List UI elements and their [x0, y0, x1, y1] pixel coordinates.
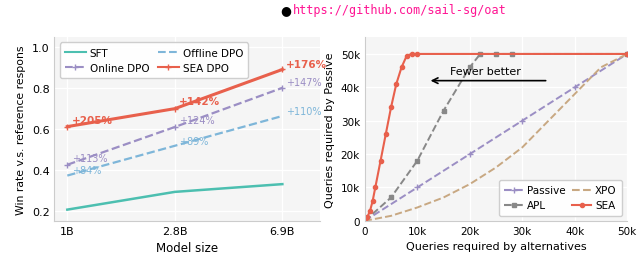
APL — [413, 160, 421, 163]
XPO — [440, 196, 447, 199]
Passive — [597, 70, 605, 73]
XPO — [623, 53, 631, 56]
Offline DPO — [278, 115, 286, 118]
XPO — [597, 67, 605, 70]
Offline DPO — [171, 145, 179, 148]
Passive — [492, 136, 500, 139]
Y-axis label: Win rate v.s. reference respons: Win rate v.s. reference respons — [16, 45, 26, 214]
XPO — [571, 93, 579, 96]
SEA — [623, 53, 631, 56]
SEA — [382, 133, 390, 136]
SEA — [366, 210, 374, 213]
SEA — [392, 83, 400, 86]
APL — [440, 110, 447, 113]
Y-axis label: Queries required by Passive: Queries required by Passive — [325, 52, 335, 207]
Passive — [623, 53, 631, 56]
SFT — [278, 183, 286, 186]
SEA — [387, 106, 395, 109]
Text: +89%: +89% — [179, 137, 209, 147]
Passive — [571, 86, 579, 89]
APL — [476, 53, 484, 56]
Text: ●: ● — [280, 4, 291, 17]
X-axis label: Model size: Model size — [156, 241, 218, 254]
SEA DPO — [171, 108, 179, 111]
Online DPO — [171, 126, 179, 129]
Line: SFT: SFT — [67, 184, 282, 210]
Text: +176%: +176% — [285, 60, 326, 70]
APL — [466, 67, 474, 70]
Text: +124%: +124% — [179, 116, 215, 126]
Text: +142%: +142% — [179, 97, 220, 107]
Passive — [518, 120, 526, 123]
Passive — [387, 203, 395, 206]
Text: https://github.com/sail-sg/oat: https://github.com/sail-sg/oat — [293, 4, 507, 17]
SEA — [408, 53, 416, 56]
Online DPO — [278, 87, 286, 90]
APL — [361, 219, 369, 223]
Line: Passive: Passive — [362, 52, 630, 224]
Offline DPO — [63, 174, 71, 177]
XPO — [387, 214, 395, 217]
SEA — [377, 160, 385, 163]
XPO — [518, 146, 526, 149]
XPO — [545, 120, 552, 123]
Passive — [413, 186, 421, 189]
APL — [492, 53, 500, 56]
SEA — [397, 67, 405, 70]
SEA — [369, 199, 376, 202]
Passive — [361, 219, 369, 223]
XPO — [466, 183, 474, 186]
SEA — [361, 219, 369, 223]
SEA — [403, 55, 411, 58]
APL — [623, 53, 631, 56]
Text: +110%: +110% — [285, 106, 321, 116]
SEA — [364, 215, 371, 218]
SEA DPO — [63, 125, 71, 129]
Passive — [466, 153, 474, 156]
Line: XPO: XPO — [365, 55, 627, 221]
SEA — [413, 53, 421, 56]
SEA — [371, 186, 379, 189]
APL — [508, 53, 516, 56]
Line: SEA DPO: SEA DPO — [64, 67, 286, 131]
SFT — [171, 190, 179, 194]
XPO — [492, 166, 500, 169]
Text: +147%: +147% — [285, 77, 321, 87]
Line: SEA: SEA — [363, 53, 629, 223]
Passive — [545, 103, 552, 106]
Line: Offline DPO: Offline DPO — [67, 117, 282, 176]
Line: Online DPO: Online DPO — [64, 85, 286, 169]
APL — [387, 196, 395, 199]
Legend: SFT, Online DPO, Offline DPO, SEA DPO: SFT, Online DPO, Offline DPO, SEA DPO — [60, 43, 248, 79]
SFT — [63, 208, 71, 211]
Text: +205%: +205% — [72, 116, 113, 126]
Text: +84%: +84% — [72, 165, 101, 175]
XPO — [361, 219, 369, 223]
Legend: Passive, APL, XPO, SEA: Passive, APL, XPO, SEA — [499, 180, 622, 216]
Passive — [440, 170, 447, 173]
Online DPO — [63, 164, 71, 167]
Text: Fewer better: Fewer better — [450, 66, 521, 76]
SEA DPO — [278, 69, 286, 72]
XPO — [413, 206, 421, 209]
Line: APL: APL — [362, 52, 630, 224]
Text: +113%: +113% — [72, 153, 107, 163]
X-axis label: Queries required by alternatives: Queries required by alternatives — [406, 241, 586, 251]
